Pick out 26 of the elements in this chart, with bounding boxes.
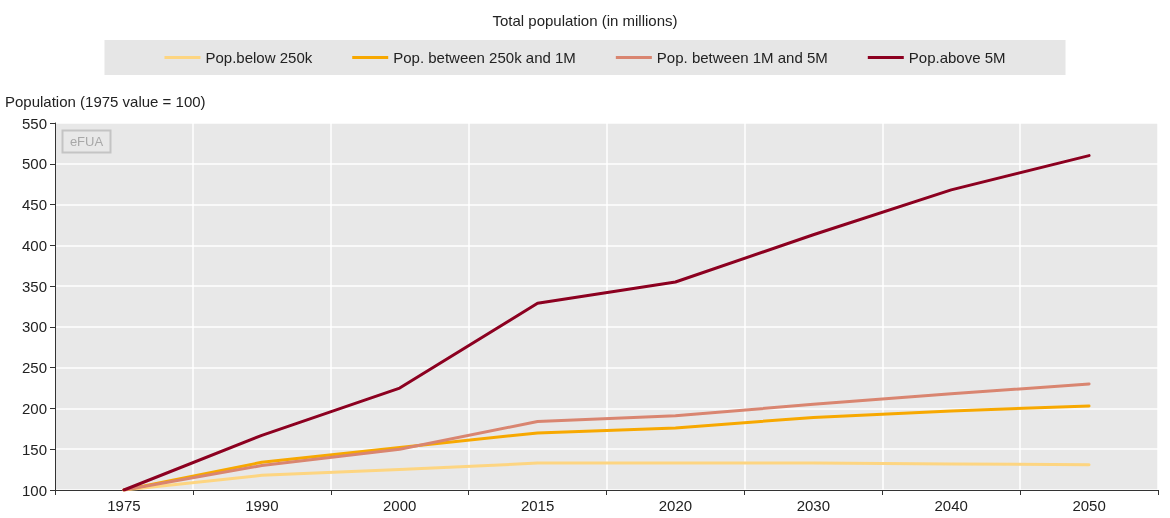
legend-label: Pop.above 5M <box>908 49 1006 66</box>
chart-title: Total population (in millions) <box>492 12 678 29</box>
x-tick-label: 2040 <box>934 497 968 514</box>
x-tick-label: 2000 <box>383 497 417 514</box>
legend-label: Pop. between 1M and 5M <box>656 49 828 66</box>
x-tick-label: 2030 <box>796 497 830 514</box>
x-tick-label: 2050 <box>1072 497 1106 514</box>
y-tick-label: 200 <box>21 399 47 417</box>
y-tick-label: 500 <box>21 155 47 173</box>
y-tick-label: 400 <box>21 236 47 254</box>
y-tick-label: 300 <box>21 318 47 336</box>
x-tick-label: 2020 <box>658 497 693 514</box>
legend-label: Pop. between 250k and 1M <box>393 49 576 66</box>
y-tick-label: 250 <box>21 359 47 377</box>
annotation: eFUA <box>69 134 104 149</box>
x-tick-label: 1975 <box>107 497 141 514</box>
y-axis-title: Population (1975 value = 100) <box>5 93 206 110</box>
legend-label: Pop.below 250k <box>205 49 313 66</box>
line-series <box>122 154 1091 492</box>
y-tick-label: 450 <box>21 196 47 214</box>
y-tick-label: 100 <box>21 481 47 499</box>
y-tick-label: 350 <box>21 277 47 295</box>
x-tick-label: 2015 <box>520 497 555 514</box>
y-tick-label: 150 <box>21 440 47 458</box>
y-tick-label: 550 <box>21 114 47 132</box>
x-tick-label: 1990 <box>245 497 279 514</box>
